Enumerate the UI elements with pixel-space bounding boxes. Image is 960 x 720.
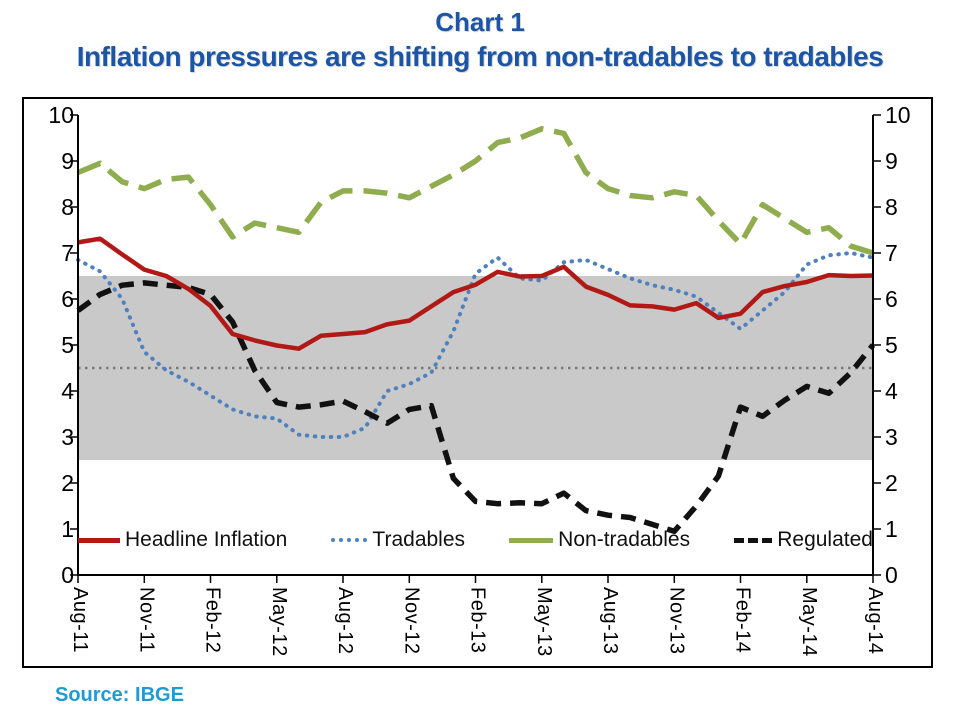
y-axis-label-left: 1 <box>61 516 74 542</box>
y-axis-label-right: 9 <box>885 148 898 174</box>
legend-swatch-tradables <box>331 538 368 542</box>
y-axis-label-left: 0 <box>61 562 74 588</box>
y-axis-label-left: 8 <box>61 194 74 220</box>
x-axis-label: May-12 <box>267 587 290 657</box>
legend-swatch-non_tradables <box>509 537 554 543</box>
y-axis-label-left: 10 <box>48 102 74 128</box>
y-axis-label-left: 7 <box>61 240 74 266</box>
y-axis-label-left: 4 <box>61 378 74 404</box>
x-axis-label: Feb-13 <box>466 587 489 654</box>
legend-label: Headline Inflation <box>125 528 288 551</box>
source-note: Source: IBGE <box>55 684 184 706</box>
x-axis-label: Feb-12 <box>201 587 224 654</box>
legend-item-regulated: Regulated <box>734 528 873 552</box>
series-tradables <box>76 251 875 439</box>
y-axis-label-right: 10 <box>885 102 911 128</box>
plot-area <box>70 114 881 583</box>
legend-label: Tradables <box>372 528 466 551</box>
y-axis-label-right: 6 <box>885 286 898 312</box>
legend-item-tradables: Tradables <box>331 528 465 552</box>
y-axis-label-right: 4 <box>885 378 898 404</box>
chart-title: Chart 1 <box>435 7 525 37</box>
y-axis-label-left: 5 <box>61 332 74 358</box>
legend-item-non_tradables: Non-tradables <box>509 528 690 552</box>
x-axis-label: Aug-12 <box>334 587 356 655</box>
y-axis-label-right: 0 <box>885 562 898 588</box>
legend-swatch-regulated <box>734 537 773 543</box>
y-axis-label-left: 3 <box>61 424 74 450</box>
y-axis-label-right: 7 <box>885 240 898 266</box>
legend-label: Non-tradables <box>558 528 691 551</box>
y-axis-label-left: 6 <box>61 286 74 312</box>
y-axis-label-left: 2 <box>61 470 74 496</box>
y-axis-label-right: 5 <box>885 332 898 358</box>
title-block: Chart 1 Inflation pressures are shifting… <box>0 6 960 74</box>
x-axis-label: Nov-12 <box>400 587 423 655</box>
chart-frame: Headline Inflation Tradables Non-tradables… <box>22 97 933 668</box>
x-axis-label: Aug-11 <box>69 587 91 654</box>
legend-item-headline: Headline Inflation <box>78 528 287 552</box>
y-axis-label-left: 9 <box>61 148 74 174</box>
x-axis-label: Aug-14 <box>864 587 886 655</box>
series-non_tradables <box>76 126 874 256</box>
legend-label: Regulated <box>777 528 873 551</box>
x-axis-label: May-13 <box>532 587 555 657</box>
series-regulated <box>76 280 876 535</box>
y-axis-label-right: 1 <box>885 516 898 542</box>
series-headline <box>77 236 874 351</box>
x-axis-label: May-14 <box>797 587 820 657</box>
y-axis-label-right: 3 <box>885 424 898 450</box>
legend-swatch-headline <box>78 537 120 543</box>
x-axis-label: Nov-11 <box>135 587 158 653</box>
legend: Headline Inflation Tradables Non-tradables… <box>78 528 873 552</box>
chart-subtitle: Inflation pressures are shifting from no… <box>76 40 884 72</box>
x-axis-label: Feb-14 <box>731 587 754 654</box>
x-axis-label: Aug-13 <box>599 587 621 655</box>
y-axis-label-right: 2 <box>885 470 898 496</box>
y-axis-label-right: 8 <box>885 194 898 220</box>
x-axis-label: Nov-13 <box>665 587 688 655</box>
axis-ticks <box>70 114 881 583</box>
